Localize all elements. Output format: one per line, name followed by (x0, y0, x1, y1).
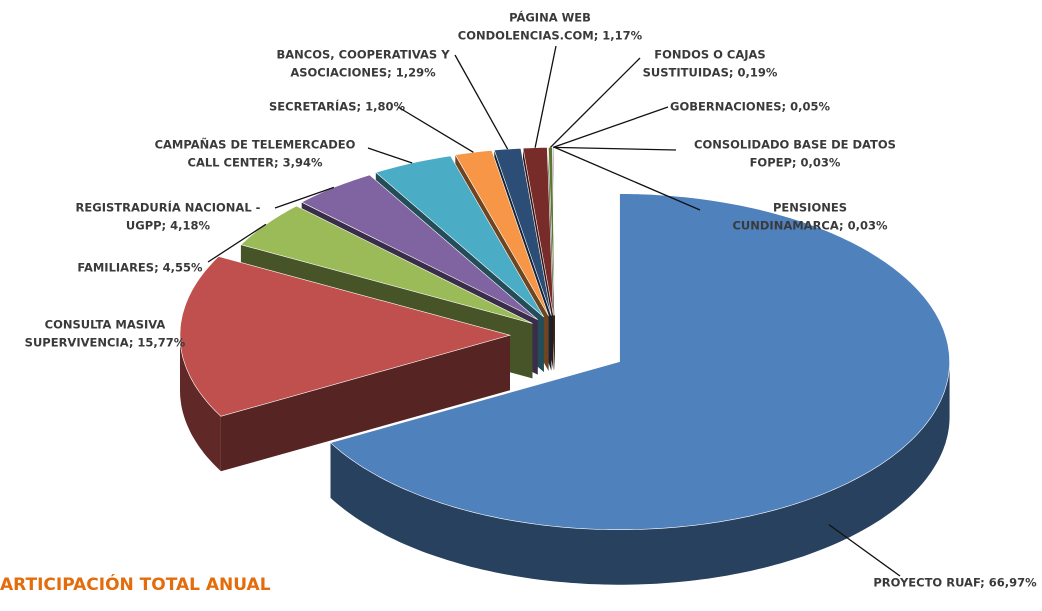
data-label: CAMPAÑAS DE TELEMERCADEO (155, 137, 356, 152)
leader-line (367, 147, 413, 164)
leader-line (207, 223, 267, 263)
slice-side (180, 335, 221, 472)
data-label: SECRETARÍAS; 1,80% (269, 99, 405, 114)
data-label: GOBERNACIONES; 0,05% (670, 100, 830, 114)
data-label: FAMILIARES; 4,55% (77, 261, 203, 275)
data-label: UGPP; 4,18% (126, 219, 211, 233)
data-label: REGISTRADURÍA NACIONAL - (76, 200, 261, 215)
labels: PROYECTO RUAF; 66,97% CONSULTA MASIVA SUPE… (25, 10, 1037, 590)
leader-line (397, 106, 474, 153)
leader-line (454, 54, 509, 150)
data-label: CONSOLIDADO BASE DE DATOS (694, 138, 896, 152)
data-label: CONDOLENCIAS.COM; 1,17% (458, 29, 643, 43)
slice (329, 193, 950, 530)
slice (240, 205, 533, 324)
slice (179, 256, 512, 417)
data-label: SUPERVIVENCIA; 15,77% (25, 336, 186, 350)
data-label: PÁGINA WEB (509, 10, 591, 25)
leader-line (274, 186, 335, 209)
leader-line (553, 146, 677, 151)
data-label: CUNDINAMARCA; 0,03% (732, 219, 887, 233)
slice-side (330, 361, 950, 585)
data-label: PENSIONES (773, 201, 847, 215)
data-label: ASOCIACIONES; 1,29% (290, 66, 436, 80)
data-label: FONDOS O CAJAS (654, 48, 765, 62)
data-label: FOPEP; 0,03% (750, 156, 841, 170)
data-label: SUSTITUIDAS; 0,19% (643, 66, 778, 80)
pie-tops (179, 147, 950, 530)
leader-line (554, 146, 701, 211)
leader-line (828, 524, 901, 577)
leader-line (534, 45, 557, 148)
data-label: BANCOS, COOPERATIVAS Y (276, 48, 450, 62)
leader-line (552, 106, 669, 149)
data-label: CONSULTA MASIVA (45, 318, 166, 332)
data-label: CALL CENTER; 3,94% (188, 156, 323, 170)
chart-title: ARTICIPACIÓN TOTAL ANUAL (0, 573, 271, 595)
leader-line (549, 57, 641, 148)
data-label: PROYECTO RUAF; 66,97% (873, 576, 1037, 590)
